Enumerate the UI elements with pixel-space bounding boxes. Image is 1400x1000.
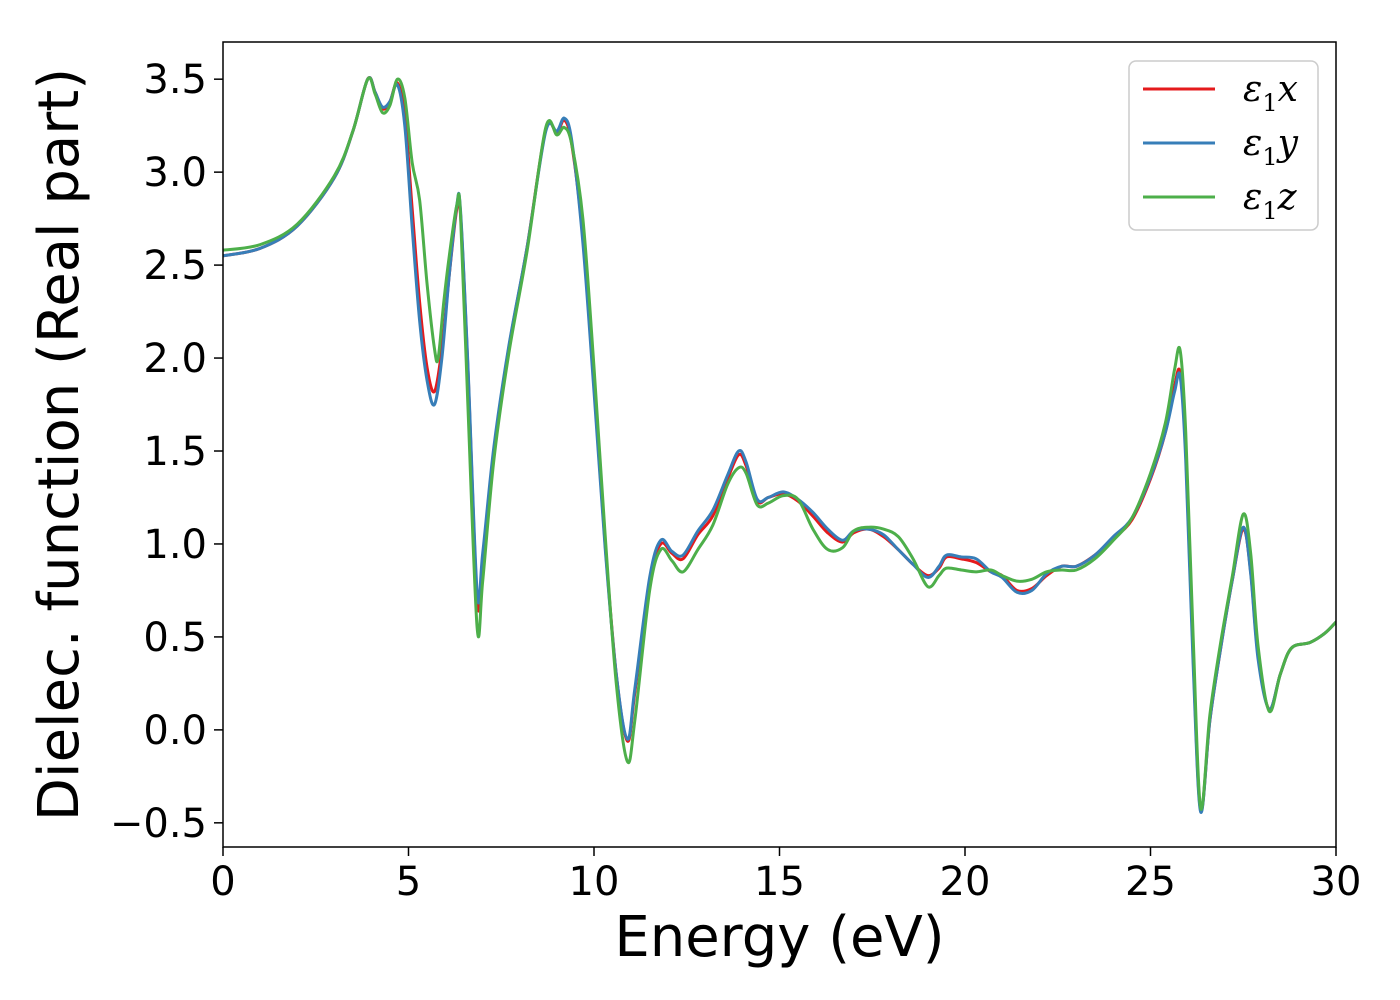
legend-label-x: ε1x <box>1243 69 1298 117</box>
legend-label-z: ε1z <box>1243 177 1298 225</box>
legend-box <box>1128 60 1319 231</box>
x-tick-label: 10 <box>569 859 620 905</box>
y-tick-label: 2.0 <box>143 336 207 382</box>
y-tick-label: 3.5 <box>143 57 207 103</box>
x-tick-label: 30 <box>1311 859 1362 905</box>
y-tick-label: 1.5 <box>143 429 207 475</box>
y-axis-label: Dielec. function (Real part) <box>27 68 92 821</box>
y-tick-label: 0.0 <box>143 708 207 754</box>
y-tick-label: 3.0 <box>143 150 207 196</box>
y-tick-label: 1.0 <box>143 522 207 568</box>
series-line-z <box>223 76 1336 811</box>
x-tick-label: 20 <box>940 859 991 905</box>
x-tick-label: 25 <box>1125 859 1176 905</box>
legend-label-y: ε1y <box>1243 123 1299 171</box>
legend: ε1x ε1y ε1z <box>1128 60 1319 231</box>
y-tick-label: 2.5 <box>143 243 207 289</box>
x-axis-label: Energy (eV) <box>614 905 944 970</box>
y-tick-label: 0.5 <box>143 615 207 661</box>
x-tick-label: 15 <box>754 859 805 905</box>
y-axis: −0.5 0.0 0.5 1.0 1.5 2.0 2.5 3.0 3.5 <box>110 57 223 847</box>
series-layer <box>223 76 1336 814</box>
x-axis: 0 5 10 15 20 25 30 <box>210 847 1361 905</box>
x-tick-label: 5 <box>396 859 421 905</box>
y-tick-label: −0.5 <box>110 801 207 847</box>
x-tick-label: 0 <box>210 859 235 905</box>
